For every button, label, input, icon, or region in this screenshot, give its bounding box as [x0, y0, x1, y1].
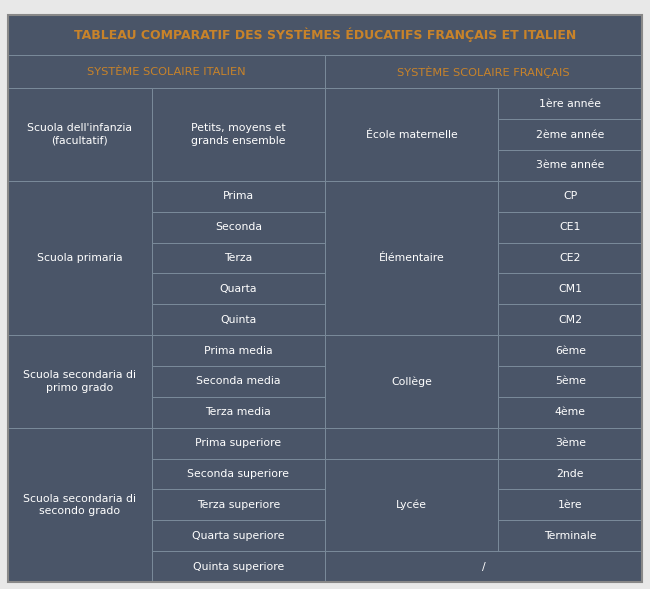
Bar [499, 273, 642, 305]
Text: Prima media: Prima media [204, 346, 272, 356]
Bar [499, 458, 642, 489]
Bar [151, 181, 325, 211]
Text: Seconda superiore: Seconda superiore [187, 469, 289, 479]
Bar [151, 458, 325, 489]
Bar [499, 366, 642, 397]
Text: CP: CP [563, 191, 577, 201]
Text: CM2: CM2 [558, 315, 582, 325]
Text: TABLEAU COMPARATIF DES SYSTÈMES ÉDUCATIFS FRANÇAIS ET ITALIEN: TABLEAU COMPARATIF DES SYSTÈMES ÉDUCATIF… [74, 28, 576, 42]
Bar [499, 212, 642, 243]
Text: Quarta superiore: Quarta superiore [192, 531, 285, 541]
Text: CM1: CM1 [558, 284, 582, 294]
Bar [499, 88, 642, 119]
Text: Quinta: Quinta [220, 315, 257, 325]
Text: Quarta: Quarta [220, 284, 257, 294]
Bar [325, 88, 499, 181]
Bar [151, 520, 325, 551]
Text: Terza media: Terza media [205, 407, 271, 417]
Text: Lycée: Lycée [396, 499, 427, 510]
Text: SYSTÈME SCOLAIRE ITALIEN: SYSTÈME SCOLAIRE ITALIEN [87, 67, 246, 77]
Bar [499, 243, 642, 273]
Text: SYSTÈME SCOLAIRE FRANÇAIS: SYSTÈME SCOLAIRE FRANÇAIS [397, 65, 570, 78]
Bar [151, 366, 325, 397]
Text: Élémentaire: Élémentaire [379, 253, 445, 263]
Bar [499, 150, 642, 181]
Bar [325, 55, 642, 88]
Text: Seconda: Seconda [214, 222, 262, 232]
Bar [8, 15, 642, 55]
Text: Petits, moyens et
grands ensemble: Petits, moyens et grands ensemble [191, 124, 285, 146]
Bar [8, 428, 151, 582]
Text: Scuola secondaria di
secondo grado: Scuola secondaria di secondo grado [23, 494, 136, 516]
Text: 6ème: 6ème [555, 346, 586, 356]
Bar [499, 119, 642, 150]
Bar [325, 428, 499, 458]
Bar [325, 335, 499, 428]
Text: 2nde: 2nde [556, 469, 584, 479]
Bar [151, 88, 325, 181]
Text: Collège: Collège [391, 376, 432, 386]
Bar [499, 181, 642, 211]
Bar [499, 335, 642, 366]
Bar [325, 181, 499, 335]
Bar [8, 55, 325, 88]
Text: Prima superiore: Prima superiore [195, 438, 281, 448]
Bar [151, 243, 325, 273]
Bar [499, 305, 642, 335]
Text: Terminale: Terminale [544, 531, 597, 541]
Text: 3ème: 3ème [555, 438, 586, 448]
Text: 5ème: 5ème [555, 376, 586, 386]
Text: Terza superiore: Terza superiore [197, 500, 280, 510]
Text: Prima: Prima [223, 191, 254, 201]
Text: École maternelle: École maternelle [366, 130, 458, 140]
Bar [151, 428, 325, 458]
Text: 2ème année: 2ème année [536, 130, 604, 140]
Bar [499, 489, 642, 520]
Bar [8, 181, 151, 335]
Text: Scuola primaria: Scuola primaria [37, 253, 123, 263]
Text: 1ère: 1ère [558, 500, 582, 510]
Bar [151, 305, 325, 335]
Bar [325, 458, 499, 551]
Text: Terza: Terza [224, 253, 252, 263]
Bar [151, 212, 325, 243]
Text: 3ème année: 3ème année [536, 160, 604, 170]
Bar [499, 520, 642, 551]
Bar [151, 551, 325, 582]
Bar [8, 335, 151, 428]
Text: Quinta superiore: Quinta superiore [192, 561, 284, 571]
Text: 1ère année: 1ère année [540, 99, 601, 109]
Bar [151, 397, 325, 428]
Text: Seconda media: Seconda media [196, 376, 281, 386]
Text: CE2: CE2 [560, 253, 581, 263]
Text: Scuola dell'infanzia
(facultatif): Scuola dell'infanzia (facultatif) [27, 124, 132, 146]
Text: Scuola secondaria di
primo grado: Scuola secondaria di primo grado [23, 370, 136, 393]
Text: CE1: CE1 [560, 222, 581, 232]
Text: /: / [482, 561, 486, 571]
Bar [325, 551, 642, 582]
Bar [151, 335, 325, 366]
Bar [8, 88, 151, 181]
Text: 4ème: 4ème [555, 407, 586, 417]
Bar [151, 489, 325, 520]
Bar [499, 428, 642, 458]
Bar [499, 397, 642, 428]
Bar [151, 273, 325, 305]
